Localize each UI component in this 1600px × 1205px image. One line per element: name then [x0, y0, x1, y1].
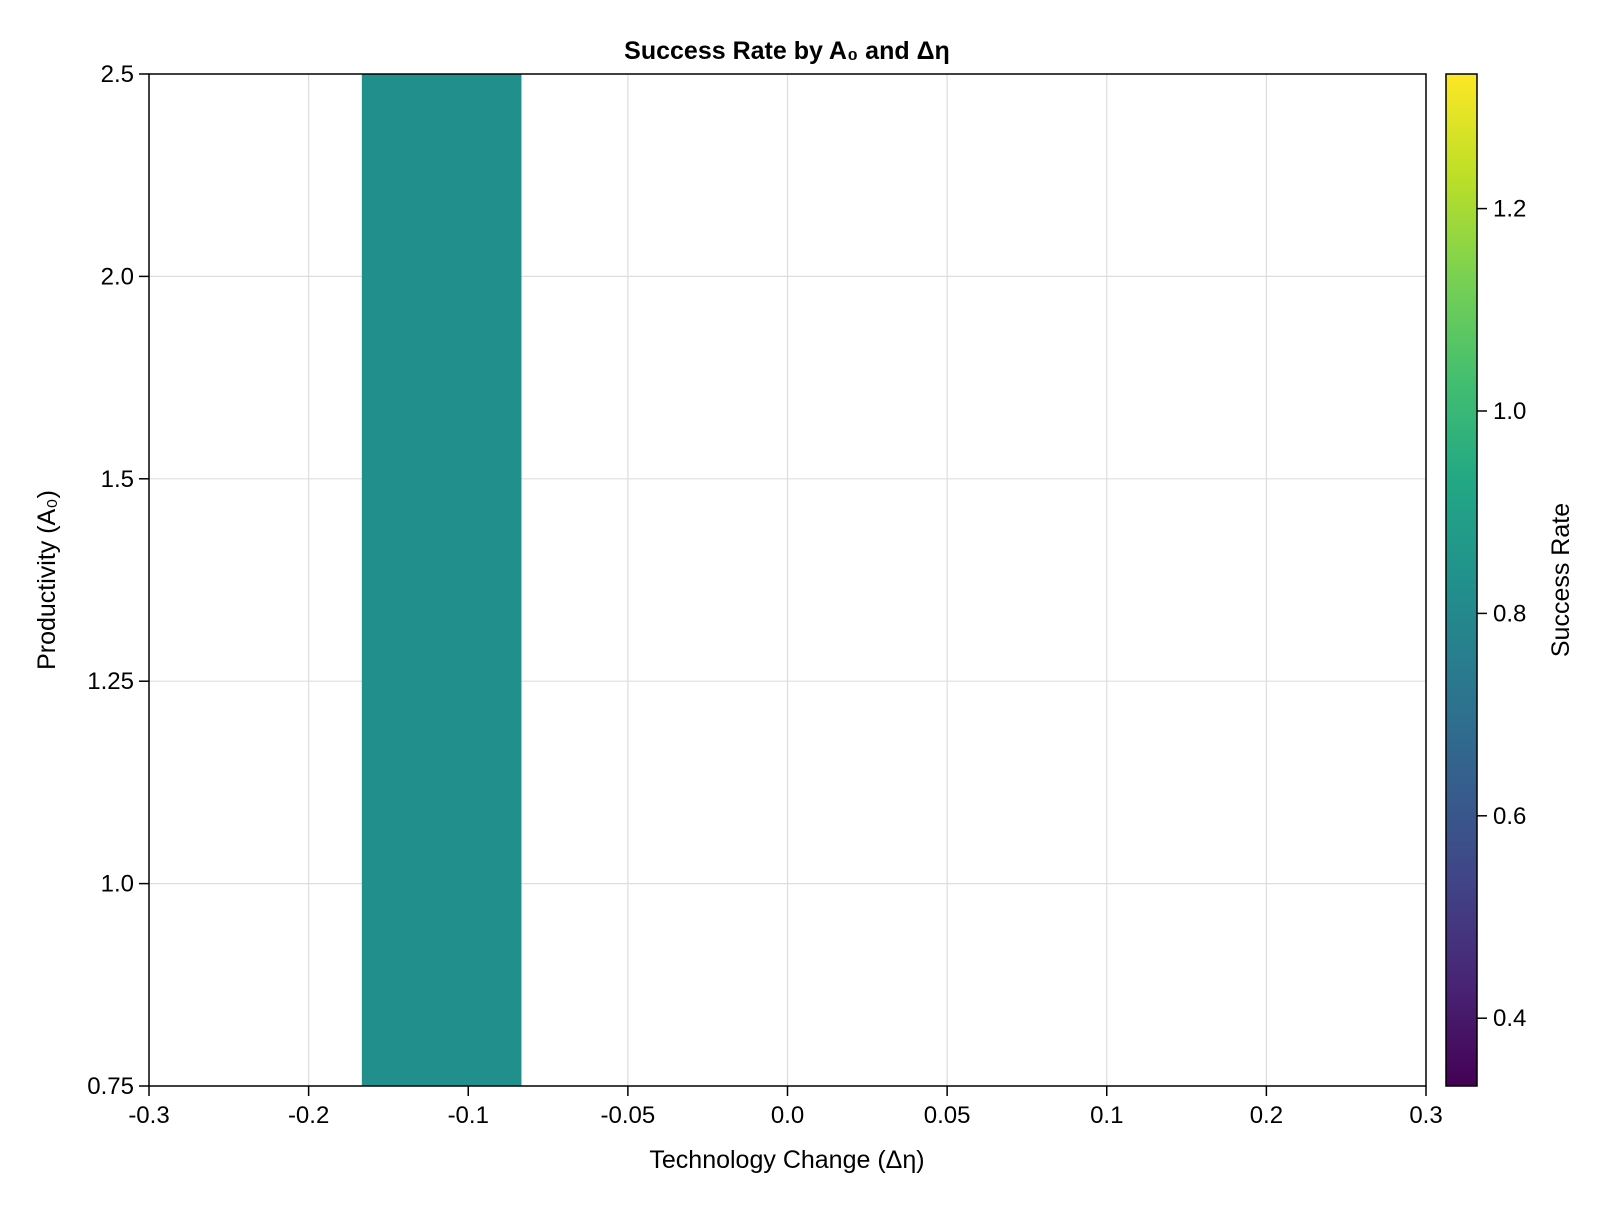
x-tick-label: -0.2	[288, 1102, 329, 1129]
colorbar-label: Success Rate	[1547, 503, 1575, 657]
x-tick-label: 0.0	[771, 1102, 804, 1129]
x-axis-ticks: -0.3 -0.2 -0.1 -0.05 0.0 0.05 0.1 0.2 0.3	[128, 1086, 1443, 1129]
y-tick-label: 1.25	[87, 668, 134, 695]
x-tick-label: 0.2	[1250, 1102, 1283, 1129]
x-tick-label: -0.1	[448, 1102, 489, 1129]
y-axis-label: Productivity (A₀)	[33, 490, 61, 670]
x-tick-label: 0.1	[1090, 1102, 1123, 1129]
colorbar-tick-label: 1.2	[1493, 196, 1526, 223]
heatmap-cell	[361, 74, 522, 1086]
x-tick-label: 0.05	[924, 1102, 971, 1129]
colorbar-ticks: 0.4 0.6 0.8 1.0 1.2	[1477, 196, 1526, 1032]
y-tick-label: 1.5	[101, 466, 134, 493]
x-tick-label: 0.3	[1409, 1102, 1442, 1129]
grid-lines	[149, 74, 1426, 1086]
y-axis-ticks: 0.75 1.0 1.25 1.5 2.0 2.5	[87, 61, 149, 1100]
colorbar-tick-label: 0.4	[1493, 1005, 1526, 1032]
heatmap-cells	[361, 74, 522, 1086]
y-tick-label: 1.0	[101, 871, 134, 898]
chart-title: Success Rate by A₀ and Δη	[624, 37, 950, 65]
y-tick-label: 2.5	[101, 61, 134, 88]
y-tick-label: 0.75	[87, 1073, 134, 1100]
x-axis-label: Technology Change (Δη)	[649, 1146, 924, 1174]
colorbar-tick-label: 0.6	[1493, 803, 1526, 830]
y-tick-label: 2.0	[101, 263, 134, 290]
x-tick-label: -0.05	[601, 1102, 656, 1129]
colorbar	[1445, 73, 1478, 1087]
colorbar-tick-label: 0.8	[1493, 600, 1526, 627]
x-tick-label: -0.3	[128, 1102, 169, 1129]
colorbar-tick-label: 1.0	[1493, 398, 1526, 425]
